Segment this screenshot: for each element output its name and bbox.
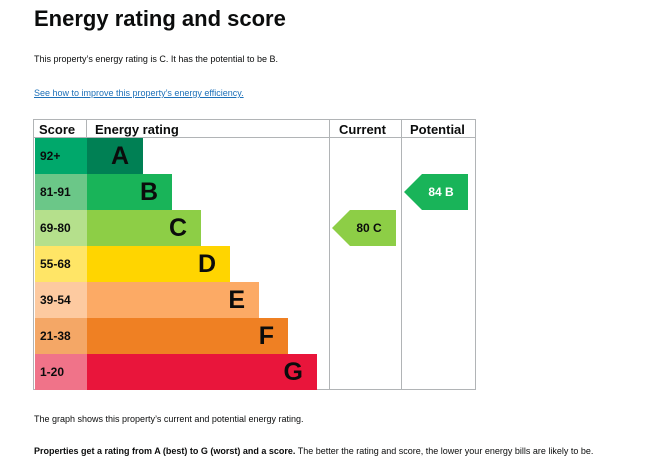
rating-band-row: 81-91 B — [35, 174, 315, 210]
score-header: Score — [39, 122, 76, 137]
rating-band-row: 69-80 C — [35, 210, 315, 246]
band-score: 55-68 — [35, 246, 87, 282]
current-column-divider — [329, 120, 330, 389]
band-score: 1-20 — [35, 354, 87, 390]
band-letter: G — [283, 358, 303, 386]
rating-band-row: 55-68 D — [35, 246, 315, 282]
band-bar: C — [87, 210, 201, 246]
current-header: Current — [339, 122, 386, 137]
potential-rating-arrow: 84 B — [404, 174, 468, 210]
band-score: 21-38 — [35, 318, 87, 354]
band-bar: D — [87, 246, 230, 282]
potential-header: Potential — [410, 122, 465, 137]
rating-band-row: 21-38 F — [35, 318, 315, 354]
rating-band-row: 92+ A — [35, 138, 315, 174]
band-letter: A — [110, 142, 129, 170]
band-bar: B — [87, 174, 172, 210]
rating-explanation: Properties get a rating from A (best) to… — [34, 446, 646, 456]
rating-explanation-bold: Properties get a rating from A (best) to… — [34, 446, 296, 456]
rating-summary: This property’s energy rating is C. It h… — [34, 54, 278, 64]
graph-note: The graph shows this property’s current … — [34, 414, 304, 424]
band-letter: F — [258, 322, 274, 350]
energy-rating-graph: Score Energy rating Current Potential 92… — [33, 119, 476, 390]
potential-column-divider — [401, 120, 402, 389]
band-bar: A — [87, 138, 143, 174]
band-letter: B — [139, 178, 158, 206]
energy-rating-header: Energy rating — [95, 122, 179, 137]
current-rating-arrow: 80 C — [332, 210, 396, 246]
rating-band-row: 39-54 E — [35, 282, 315, 318]
band-letter: E — [228, 286, 245, 314]
improve-efficiency-link[interactable]: See how to improve this property’s energ… — [34, 88, 244, 98]
band-bar: E — [87, 282, 259, 318]
band-bar: G — [87, 354, 317, 390]
band-score: 92+ — [35, 138, 87, 174]
current-rating-label: 80 C — [356, 221, 382, 235]
band-score: 81-91 — [35, 174, 87, 210]
rating-explanation-rest: The better the rating and score, the low… — [295, 446, 594, 456]
band-letter: D — [197, 250, 216, 278]
page-title: Energy rating and score — [34, 6, 286, 31]
band-score: 69-80 — [35, 210, 87, 246]
potential-rating-label: 84 B — [428, 185, 454, 199]
band-bar: F — [87, 318, 288, 354]
rating-band-row: 1-20 G — [35, 354, 317, 390]
band-letter: C — [168, 214, 187, 242]
band-score: 39-54 — [35, 282, 87, 318]
header-divider — [34, 137, 475, 138]
